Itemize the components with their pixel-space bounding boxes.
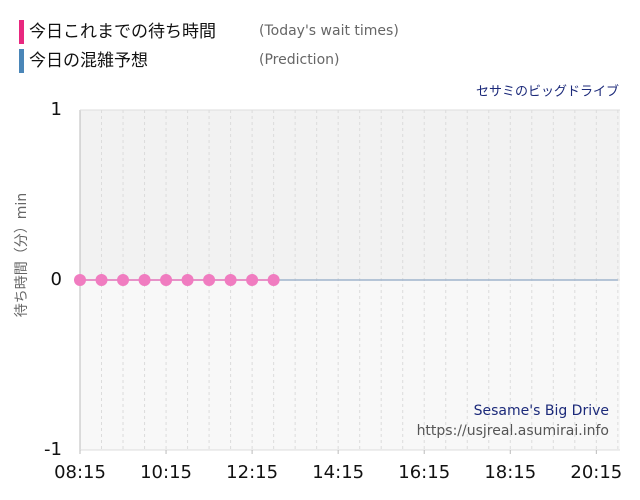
legend-swatch [19,20,24,44]
point [267,274,280,286]
legend-sub: (Today's wait times) [259,23,399,39]
y-tick-label: 1 [51,99,62,120]
plot-upper [80,110,620,280]
point [117,274,130,286]
y-axis-title: 待ち時間（分）min [14,193,30,317]
point [181,274,194,286]
x-tick-label: 08:15 [54,462,106,483]
watermark: Sesame's Big Drive [474,403,609,419]
legend-label: 今日の混雑予想 [29,51,148,71]
x-tick-label: 18:15 [484,462,536,483]
point [246,274,259,286]
legend-label: 今日これまでの待ち時間 [29,22,216,42]
point [160,274,173,286]
x-tick-label: 14:15 [312,462,364,483]
point [224,274,237,286]
plot-lower [80,280,620,450]
legend-sub: (Prediction) [259,52,339,68]
x-tick-label: 16:15 [398,462,450,483]
point [74,274,86,286]
y-tick-label: 0 [51,269,62,290]
x-tick-label: 10:15 [140,462,192,483]
point [95,274,108,286]
x-tick-label: 20:15 [570,462,622,483]
point [203,274,216,286]
y-tick-label: -1 [44,439,62,460]
watermark: https://usjreal.asumirai.info [417,423,609,439]
chart-title: セサミのビッグドライブ [476,84,619,100]
point [138,274,151,286]
legend-swatch [19,49,24,73]
x-tick-label: 12:15 [226,462,278,483]
